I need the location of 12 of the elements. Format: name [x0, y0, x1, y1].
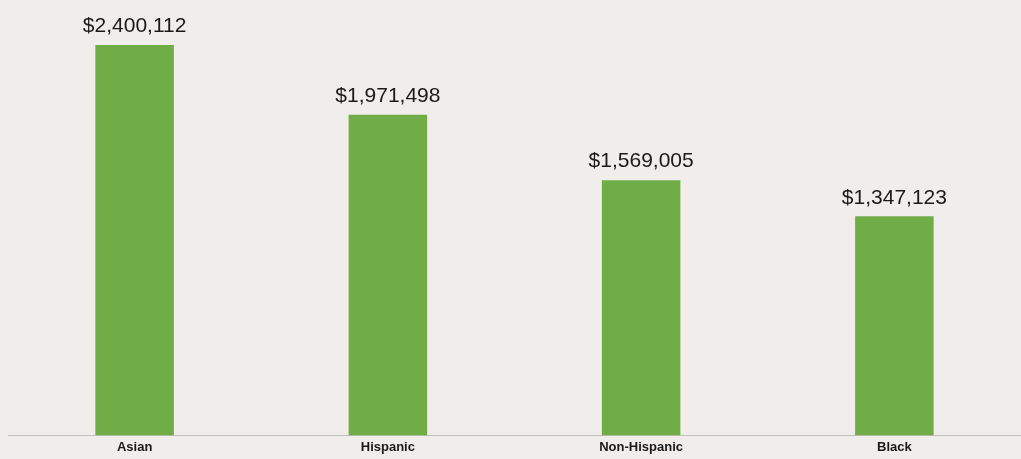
- bar: [348, 114, 428, 436]
- data-label: $2,400,112: [82, 13, 187, 37]
- x-tick-label: Hispanic: [360, 438, 415, 454]
- data-label: $1,971,498: [335, 83, 441, 107]
- bar: [855, 216, 934, 436]
- x-tick-label: Non-Hispanic: [599, 438, 684, 454]
- bar: [95, 45, 174, 436]
- bar: [601, 180, 681, 436]
- x-tick-label: Black: [877, 438, 913, 454]
- data-label: $1,347,123: [841, 184, 947, 208]
- data-label: $1,569,005: [588, 148, 694, 172]
- x-tick-label: Asian: [116, 438, 153, 454]
